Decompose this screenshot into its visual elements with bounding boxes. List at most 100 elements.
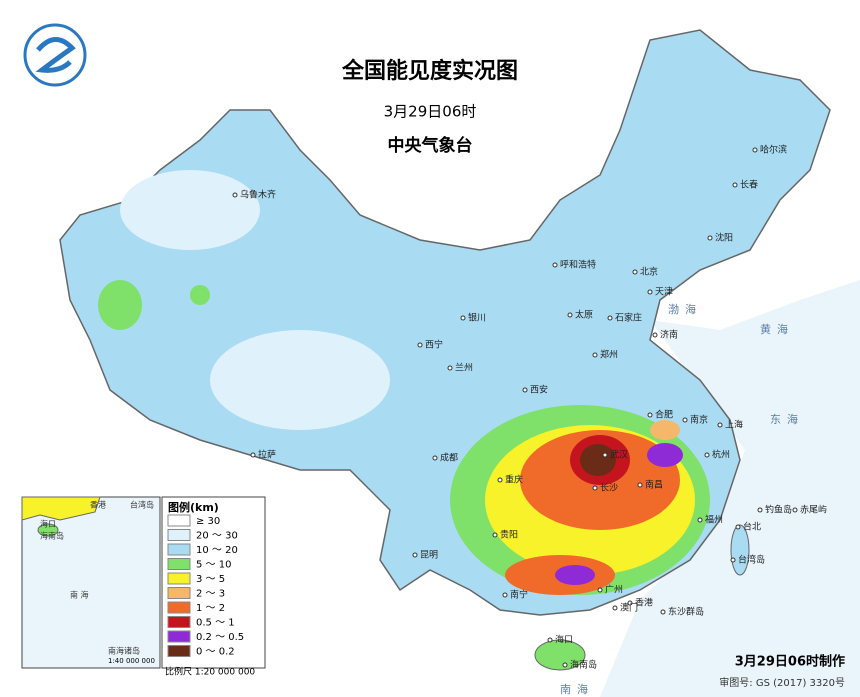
- city-marker: [732, 182, 738, 188]
- city-label: 贵阳: [500, 529, 518, 541]
- hainan: [534, 639, 586, 671]
- legend: 图例(km) 比例尺 1:20 000 000 ≥ 30 20 ～ 30 10 ～ …: [161, 496, 266, 678]
- logo-ring: [23, 23, 87, 87]
- city-label: 石家庄: [615, 312, 642, 324]
- city-marker: [652, 332, 658, 338]
- city-label: 重庆: [505, 474, 523, 486]
- city-label: 济南: [660, 329, 678, 341]
- city-label: 南宁: [510, 589, 528, 601]
- city-label: 哈尔滨: [760, 144, 787, 156]
- legend-swatch: [167, 529, 191, 541]
- city-marker: [460, 315, 466, 321]
- field-green: [190, 285, 210, 305]
- scale: 比例尺 1:20 000 000: [165, 666, 255, 678]
- city-label: 昆明: [420, 550, 438, 561]
- city-marker: [562, 662, 568, 668]
- city-marker: [552, 262, 558, 268]
- city-label: 武汉: [610, 449, 628, 461]
- city-label: 钓鱼岛: [765, 504, 792, 516]
- city-marker: [647, 412, 653, 418]
- city-marker: [250, 452, 256, 458]
- city-label: 乌鲁木齐: [240, 189, 276, 201]
- city-marker: [682, 417, 688, 423]
- legend-label: 10 ～ 20: [196, 545, 238, 556]
- city-label: 海南岛: [570, 659, 597, 671]
- legend-swatch: [167, 558, 191, 570]
- city-label: 福州: [705, 514, 723, 526]
- sea-label: 南海: [560, 682, 594, 696]
- inset-scale: 1:40 000 000: [108, 657, 155, 665]
- inset-label: 香港: [90, 500, 106, 510]
- field-green: [98, 280, 142, 330]
- agency: 中央气象台: [388, 135, 473, 156]
- city-marker: [735, 524, 741, 530]
- city-marker: [627, 600, 633, 606]
- city-label: 银川: [468, 312, 486, 324]
- city-label: 太原: [575, 309, 593, 321]
- field-purple: [555, 565, 595, 585]
- city-marker: [232, 192, 238, 198]
- legend-swatch: [167, 587, 191, 599]
- sea-label: 东海: [770, 412, 804, 426]
- city-marker: [660, 609, 666, 615]
- city-label: 沈阳: [715, 232, 733, 244]
- city-label: 海口: [555, 634, 573, 646]
- city-label: 杭州: [712, 449, 730, 461]
- city-marker: [412, 552, 418, 558]
- field-light: [120, 170, 260, 250]
- sea-area: [600, 280, 860, 697]
- legend-label: 1 ～ 2: [196, 603, 225, 614]
- city-marker: [592, 352, 598, 358]
- city-label: 北京: [640, 266, 658, 278]
- city-label: 西安: [530, 384, 548, 396]
- city-marker: [492, 532, 498, 538]
- city-label: 东沙群岛: [668, 606, 704, 618]
- city-label: 长春: [740, 179, 758, 191]
- city-label: 成都: [440, 452, 458, 464]
- legend-swatch: [167, 572, 191, 585]
- city-marker: [792, 507, 798, 513]
- city-label: 西宁: [425, 339, 443, 351]
- legend-label: 0.2 ～ 0.5: [196, 632, 244, 643]
- city-label: 南昌: [645, 479, 663, 491]
- legend-swatch: [167, 514, 191, 527]
- city-label: 天津: [655, 287, 673, 298]
- city-marker: [607, 315, 613, 321]
- city-marker: [637, 482, 643, 488]
- legend-label: 0.5 ～ 1: [196, 618, 235, 629]
- subtitle: 3月29日06时: [384, 103, 477, 121]
- city-marker: [707, 235, 713, 241]
- city-marker: [447, 365, 453, 371]
- city-marker: [592, 485, 598, 491]
- city-marker: [730, 557, 736, 563]
- sea-label: 黄海: [760, 322, 794, 336]
- city-marker: [502, 592, 508, 598]
- legend-swatch: [167, 601, 191, 614]
- inset-label: 海口: [40, 519, 56, 529]
- city-marker: [717, 422, 723, 428]
- city-label: 呼和浩特: [560, 259, 596, 271]
- city-label: 广州: [605, 584, 623, 596]
- city-marker: [567, 312, 573, 318]
- sea-label: 渤海: [668, 302, 702, 316]
- approval: 审图号: GS (2017) 3320号: [719, 676, 845, 689]
- city-marker: [632, 269, 638, 275]
- city-marker: [612, 605, 618, 611]
- city-marker: [597, 587, 603, 593]
- city-marker: [432, 455, 438, 461]
- legend-swatch: [167, 616, 191, 628]
- city-marker: [522, 387, 528, 393]
- city-marker: [704, 452, 710, 458]
- inset-land: [21, 496, 101, 521]
- taiwan: [730, 524, 750, 576]
- inset-label: 台湾岛: [130, 500, 154, 510]
- legend-swatch: [167, 630, 191, 643]
- city-label: 郑州: [600, 349, 618, 361]
- logo-mark: [35, 37, 76, 73]
- field-darkest: [580, 444, 616, 476]
- city-marker: [547, 637, 553, 643]
- city-marker: [602, 452, 608, 458]
- inset-label: 南海诸岛: [108, 646, 140, 656]
